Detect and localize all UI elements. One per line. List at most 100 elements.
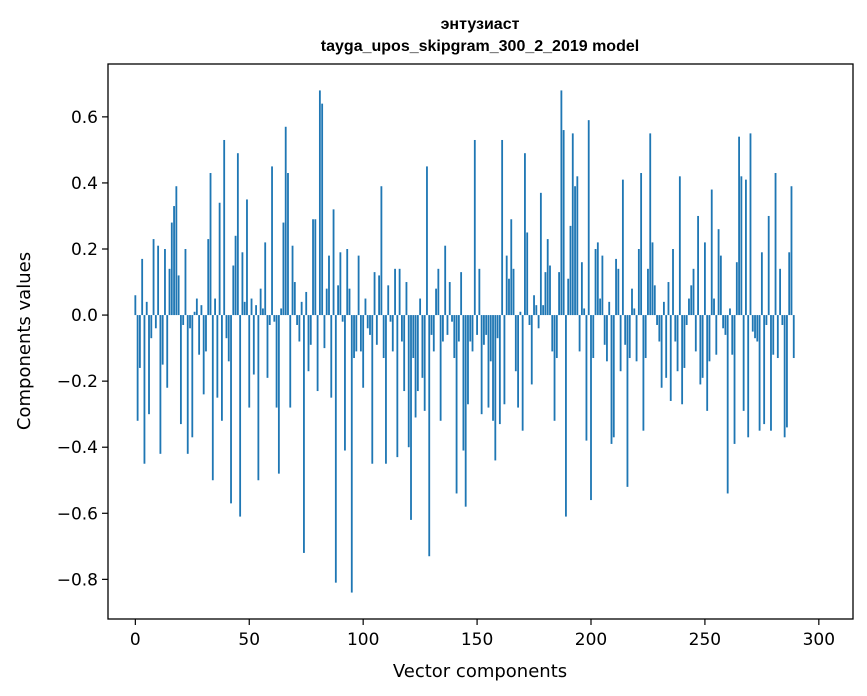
bar-226 — [649, 133, 652, 316]
bar-2 — [138, 315, 141, 368]
bar-224 — [644, 315, 647, 359]
bar-75 — [305, 291, 308, 316]
bar-76 — [307, 315, 310, 372]
bar-128 — [426, 166, 428, 316]
bar-237 — [674, 315, 677, 342]
bar-27 — [195, 298, 198, 316]
bar-68 — [289, 315, 292, 408]
bar-253 — [710, 189, 713, 316]
bar-130 — [430, 315, 433, 335]
bar-66 — [284, 126, 287, 316]
bar-134 — [439, 315, 442, 421]
bar-179 — [542, 305, 545, 316]
bar-49 — [246, 199, 248, 316]
bar-89 — [337, 285, 340, 316]
bar-98 — [357, 255, 360, 316]
bar-73 — [300, 301, 303, 316]
bar-197 — [583, 308, 586, 316]
bar-277 — [765, 315, 768, 325]
bar-184 — [553, 315, 556, 421]
bar-78 — [312, 219, 314, 316]
bar-20 — [179, 315, 182, 425]
bar-270 — [749, 133, 752, 316]
bar-74 — [303, 315, 305, 553]
x-tick-label: 100 — [347, 630, 379, 650]
bar-91 — [341, 315, 344, 322]
bar-263 — [733, 315, 736, 444]
bar-154 — [485, 315, 488, 335]
chart-title: энтузиаст — [441, 16, 520, 33]
bar-218 — [631, 288, 633, 316]
bar-228 — [653, 285, 656, 316]
bar-80 — [316, 315, 319, 392]
bar-258 — [722, 315, 725, 329]
y-tick-label: −0.2 — [57, 372, 98, 392]
bar-252 — [708, 315, 711, 362]
bar-272 — [754, 315, 756, 339]
bar-12 — [161, 315, 164, 365]
bar-260 — [726, 315, 729, 494]
bar-192 — [571, 133, 574, 316]
bar-124 — [416, 315, 419, 392]
bar-61 — [273, 315, 276, 322]
bar-45 — [236, 153, 239, 316]
bar-15 — [168, 268, 171, 316]
bar-279 — [770, 315, 772, 431]
bar-23 — [186, 315, 189, 454]
bar-231 — [660, 315, 663, 388]
bar-194 — [576, 176, 579, 316]
plot-frame — [107, 63, 854, 620]
bar-44 — [234, 235, 237, 316]
bar-170 — [521, 315, 524, 431]
bar-119 — [405, 282, 408, 316]
bar-225 — [647, 268, 649, 316]
bar-243 — [688, 298, 690, 316]
bar-18 — [175, 186, 178, 316]
bar-13 — [164, 249, 166, 316]
bar-267 — [742, 315, 745, 411]
bar-259 — [724, 315, 727, 335]
bar-203 — [596, 242, 599, 316]
bar-176 — [535, 305, 538, 316]
bar-16 — [170, 222, 173, 316]
x-tick-label: 50 — [238, 630, 260, 650]
bar-4 — [143, 315, 146, 464]
bar-196 — [580, 262, 583, 316]
x-tick-label: 150 — [461, 630, 493, 650]
bar-265 — [738, 136, 740, 316]
bar-126 — [421, 315, 424, 378]
bar-138 — [448, 282, 451, 316]
bar-210 — [612, 315, 615, 438]
bar-115 — [396, 315, 399, 458]
bar-37 — [218, 202, 221, 316]
bar-249 — [701, 315, 704, 378]
bar-266 — [740, 176, 743, 316]
bar-81 — [318, 90, 321, 316]
bar-189 — [565, 315, 567, 517]
bar-47 — [241, 252, 244, 316]
bar-90 — [339, 252, 342, 316]
bar-96 — [353, 315, 355, 359]
bar-70 — [293, 282, 296, 316]
bar-34 — [211, 315, 214, 481]
x-tick-label: 200 — [575, 630, 607, 650]
bar-162 — [503, 315, 506, 405]
bar-104 — [371, 315, 374, 464]
bar-211 — [615, 258, 617, 316]
bar-150 — [476, 315, 478, 335]
bar-10 — [157, 245, 160, 316]
bar-143 — [460, 272, 463, 316]
bar-169 — [519, 311, 522, 316]
bar-209 — [610, 315, 613, 444]
bar-261 — [729, 308, 731, 316]
bar-28 — [198, 315, 201, 355]
bar-113 — [391, 315, 394, 352]
bar-7 — [150, 315, 153, 339]
bar-31 — [205, 315, 207, 352]
bar-207 — [606, 315, 608, 362]
y-tick-label: −0.4 — [57, 438, 98, 458]
bar-174 — [530, 315, 533, 385]
bars-group — [134, 90, 795, 593]
bar-220 — [635, 315, 638, 362]
bar-171 — [524, 153, 526, 316]
